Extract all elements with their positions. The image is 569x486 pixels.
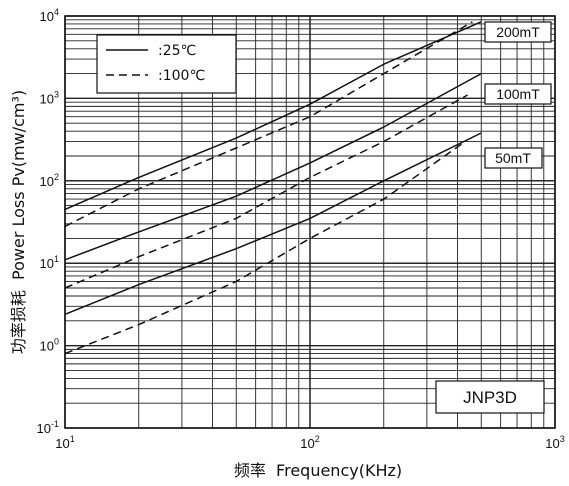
x-tick-labels: 101 102 103 <box>55 434 564 451</box>
plot-frame <box>64 15 556 429</box>
flux-label-text: 100mT <box>496 86 540 102</box>
flux-label-box <box>484 83 552 105</box>
material-label-box <box>435 380 545 414</box>
curves <box>64 21 482 355</box>
material-label: JNP3D <box>435 380 545 414</box>
y-tick-labels: 10-1 100 101 102 103 104 <box>37 7 59 436</box>
y-tick-label: 102 <box>40 172 59 189</box>
y-tick-label: 100 <box>40 337 59 354</box>
flux-label-200mt: 200mT <box>484 21 552 43</box>
y-tick-label: 101 <box>40 254 59 271</box>
material-label-text: JNP3D <box>463 388 517 407</box>
series-100mt-100c <box>64 94 468 289</box>
y-tick-label: 10-1 <box>37 419 59 436</box>
legend-box <box>96 34 237 94</box>
flux-label-box <box>484 21 552 43</box>
flux-label-50mt: 50mT <box>484 147 543 169</box>
series-50mt-100c <box>64 140 466 355</box>
legend-label-100c: :100℃ <box>158 68 205 84</box>
y-tick-label: 104 <box>40 7 59 24</box>
series-200mt-100c <box>64 21 473 228</box>
series-50mt-25c <box>64 132 482 315</box>
flux-label-text: 50mT <box>495 150 531 166</box>
flux-label-100mt: 100mT <box>484 83 552 105</box>
x-tick-label: 102 <box>300 434 319 451</box>
y-tick-label: 103 <box>40 89 59 106</box>
series-200mt-25c <box>64 21 482 211</box>
flux-label-box <box>484 147 543 169</box>
x-tick-label: 103 <box>545 434 564 451</box>
flux-label-text: 200mT <box>496 24 540 40</box>
x-axis-title: 频率 Frequency(KHz) <box>234 461 402 480</box>
legend-label-25c: :25℃ <box>158 43 196 59</box>
legend: :25℃ :100℃ <box>96 34 237 94</box>
x-tick-label: 101 <box>55 434 74 451</box>
series-100mt-25c <box>64 72 482 261</box>
y-axis-title: 功率损耗 Power Loss Pv(mw/cm³) <box>9 90 28 354</box>
